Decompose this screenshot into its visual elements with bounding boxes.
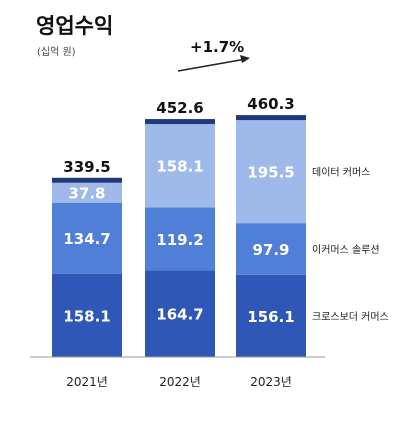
total-value-label: 460.3 [247, 95, 294, 113]
bar-segment-1-3 [236, 274, 306, 357]
bar-segment-3-2 [145, 124, 215, 208]
total-value-label: 339.5 [63, 158, 110, 176]
bar-segment-2-2 [145, 207, 215, 271]
segment-value-label: 164.7 [156, 306, 203, 324]
bar-segment-2-3 [236, 223, 306, 275]
growth-arrow-icon [177, 55, 250, 72]
segment-value-label: 134.7 [63, 230, 110, 248]
segment-value-label: 158.1 [63, 307, 110, 325]
chart-title: 영업수익 [36, 14, 114, 38]
growth-label: +1.7% [190, 38, 245, 56]
bar-cap [145, 119, 215, 125]
x-tick-label: 2022년 [159, 375, 201, 389]
x-tick-label: 2023년 [250, 375, 292, 389]
total-value-label: 452.6 [156, 99, 203, 117]
legend-label-2: 이커머스 솔루션 [312, 244, 380, 256]
segment-value-label: 156.1 [247, 308, 294, 326]
bar-segment-1-2 [145, 270, 215, 357]
bar-segment-2-1 [52, 202, 122, 274]
x-tick-label: 2021년 [66, 375, 108, 389]
unit-label: (십억 원) [37, 47, 76, 58]
bar-segment-1-1 [52, 273, 122, 357]
bar-segment-3-3 [236, 120, 306, 224]
legend-label-1: 크로스보더 커머스 [312, 311, 389, 323]
segment-value-label: 119.2 [156, 231, 203, 249]
bar-cap [52, 177, 122, 183]
segment-value-label: 158.1 [156, 158, 203, 176]
legend-label-3: 데이터 커머스 [312, 167, 370, 179]
segment-value-label: 195.5 [247, 164, 294, 182]
bar-cap [236, 115, 306, 121]
segment-value-label: 37.8 [68, 185, 105, 203]
bar-segment-3-1 [52, 182, 122, 203]
segment-value-label: 97.9 [252, 241, 289, 259]
